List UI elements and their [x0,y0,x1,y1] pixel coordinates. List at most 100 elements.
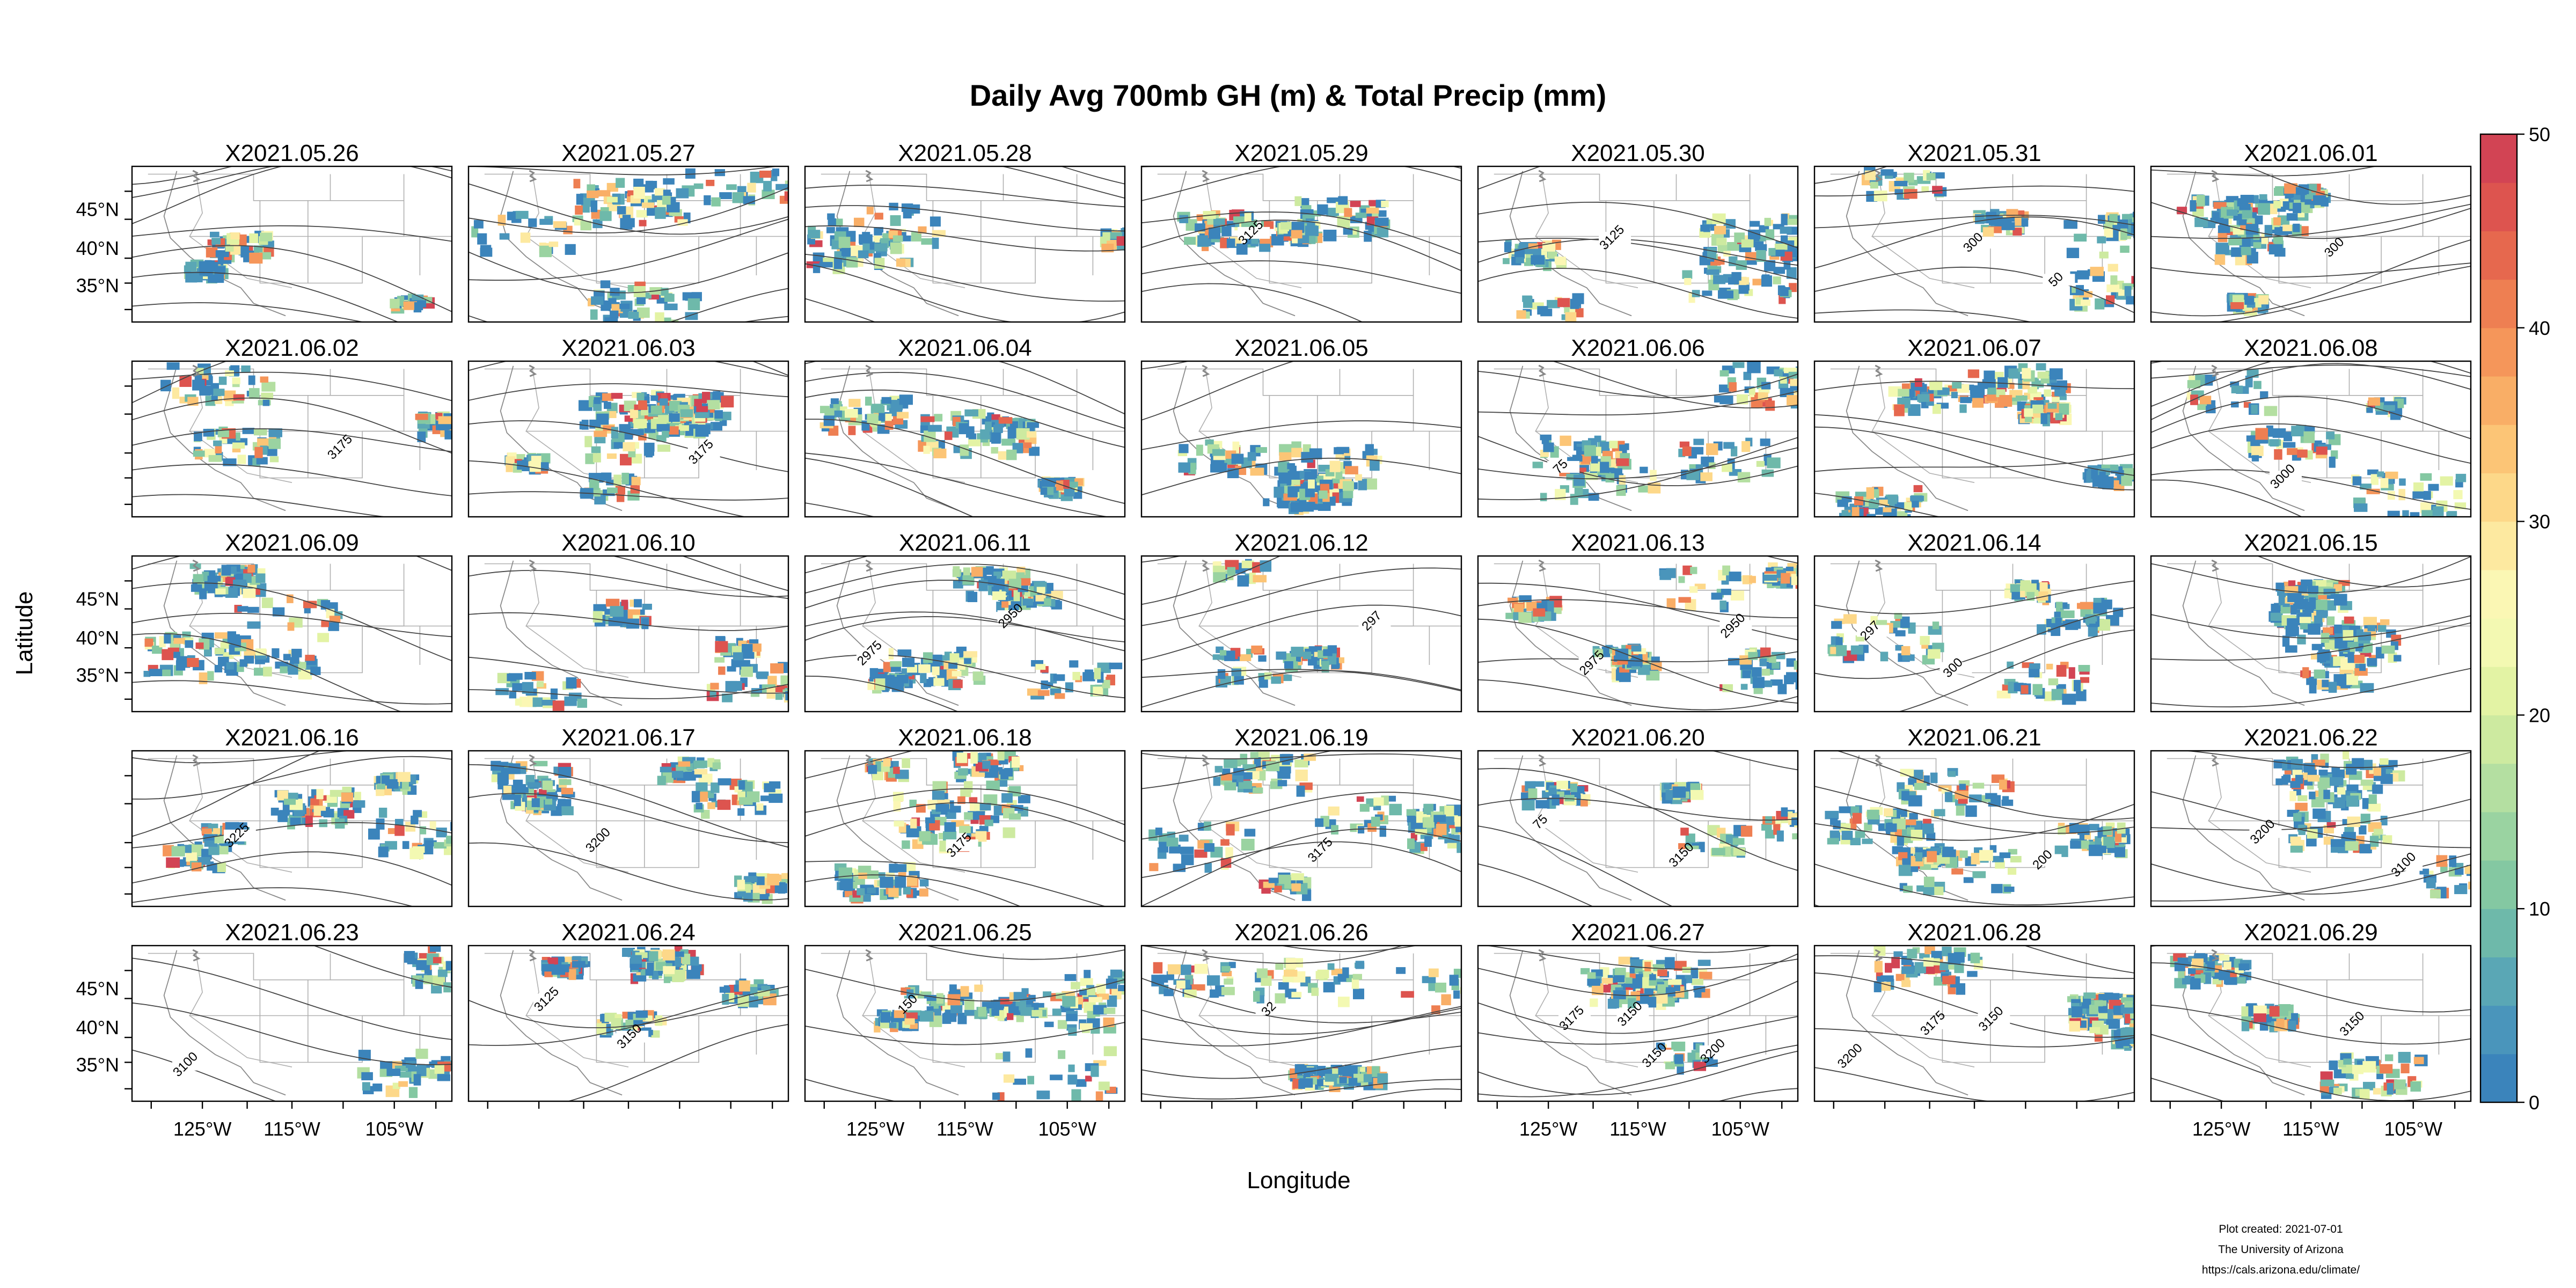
precip-cell [2334,624,2342,634]
precip-cell [737,891,746,897]
precip-cell [833,258,843,269]
precip-cell [1315,496,1323,502]
precip-cell [2275,582,2285,592]
precip-cell [2428,484,2439,491]
precip-cell [1897,511,1908,517]
precip-cell [641,202,654,208]
precip-cell [1282,765,1291,774]
precip-cell [2056,620,2069,627]
precip-cell [1056,480,1064,491]
precip-cell [741,667,753,677]
panel-date-label: X2021.06.14 [1907,530,2041,556]
precip-cell [2075,285,2084,296]
precip-cell [953,445,960,453]
geopotential-contour [132,464,452,496]
precip-cell [2025,583,2037,592]
precip-cell [1523,296,1533,308]
precip-cell [764,783,775,793]
precip-cell [1767,457,1781,469]
precip-cell [257,438,269,447]
precip-cell [830,398,839,404]
precip-cell [710,392,724,403]
panel-frame [1140,360,1462,518]
precip-cell [1797,237,1798,248]
precip-cell [2097,236,2106,244]
precip-cell [260,376,269,383]
precip-cell [192,379,205,391]
precip-cell [237,455,246,464]
precip-cell [893,792,904,802]
geopotential-contour [469,218,788,281]
precip-cell [890,661,902,667]
geopotential-contour [1814,606,2134,679]
precip-cell [2251,455,2259,462]
precip-cell [1315,818,1324,827]
precip-cell [660,398,668,406]
precip-cell [1073,491,1082,499]
precip-cell [1866,487,1875,499]
precip-cell [897,649,912,656]
precip-cell [2032,412,2044,418]
precip-cell [858,866,872,873]
precip-cell [172,387,180,399]
precip-cell [144,638,153,647]
geopotential-contour [2151,423,2471,464]
panel-content [132,556,452,712]
precip-cell [2453,490,2463,500]
geopotential-contour [805,298,876,322]
panel-content: 3000 [2151,361,2471,517]
precip-cell [894,821,904,827]
precip-cell [841,247,851,257]
precip-cell [2243,401,2251,408]
precip-cell [2377,471,2384,477]
precip-cell [2059,403,2069,415]
geopotential-contour [2151,469,2471,510]
precip-cell [1245,241,1256,248]
precip-cell [718,666,726,675]
precip-cell [1841,496,1852,502]
state-boundary [148,758,331,786]
panel-frame [467,555,789,713]
precip-cell [2048,678,2059,685]
precip-cell [596,413,609,425]
state-boundary [2278,236,2328,284]
precip-cell [966,426,975,438]
precip-cell [225,577,236,586]
precip-cell [1908,622,1916,634]
precip-cell [2197,404,2208,411]
precip-cell [660,766,672,772]
geopotential-contour [132,751,353,764]
precip-cell [594,437,606,444]
precip-cell [2423,491,2431,500]
precip-cell [1116,236,1125,246]
state-boundary [484,563,668,591]
precip-cell [1029,447,1040,456]
precip-cell [2303,431,2315,443]
precip-cell [902,758,910,769]
precip-cell [1001,601,1009,608]
state-boundary [362,236,421,275]
precip-cell [2232,295,2244,305]
precip-cell [1519,243,1529,250]
precip-cell [495,688,509,696]
precip-cell [678,761,691,767]
geopotential-contour [1141,211,1461,255]
geopotential-contour [469,842,788,901]
precip-cell [901,235,911,241]
precip-cell [185,640,193,648]
precip-cell [1279,452,1292,461]
precip-cell [597,190,611,196]
precip-cell [341,792,354,802]
precip-cell [1952,382,1962,389]
precip-cell [1018,795,1030,803]
precip-cell [263,667,272,677]
precip-cell [2126,296,2134,305]
precip-cell [610,288,620,296]
precip-cell [1604,649,1611,660]
precip-cell [2303,612,2312,618]
geopotential-contour [2151,668,2471,708]
precip-cell [537,681,544,687]
panel-date-label: X2021.06.12 [1234,530,1368,556]
precip-cell [303,601,317,609]
